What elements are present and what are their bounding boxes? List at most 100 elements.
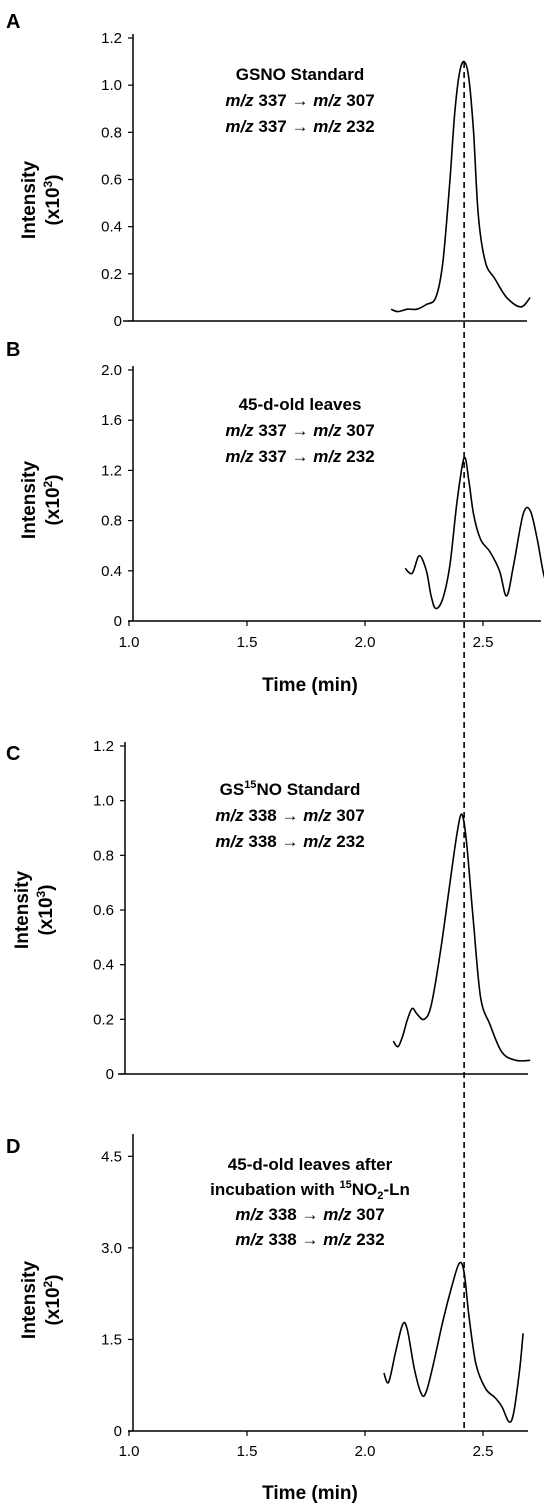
y-tick-label: 0 — [114, 313, 122, 330]
annotation-run: m/z — [235, 1230, 264, 1249]
y-axis-title: Intensity (x102) — [19, 461, 64, 540]
y-tick-label: 0.8 — [101, 124, 122, 141]
x-axis-title: Time (min) — [262, 1483, 358, 1504]
x-tick-label: 1.0 — [119, 1443, 140, 1460]
y-tick-label: 1.0 — [101, 77, 122, 94]
y-axis-title-unit: (x10 — [43, 1287, 64, 1325]
x-tick-label: 1.0 — [119, 634, 140, 651]
y-axis-title: Intensity (x103) — [12, 871, 57, 950]
x-axis-title: Time (min) — [262, 675, 358, 696]
annotation-run: GSNO Standard — [236, 65, 364, 84]
y-tick-label: 1.0 — [93, 793, 114, 810]
annotation-run: 232 — [352, 1230, 385, 1249]
series-line — [383, 1261, 524, 1423]
panel-letter: D — [6, 1136, 20, 1158]
annotation-run: m/z — [235, 1205, 264, 1224]
series-line — [390, 60, 531, 313]
panel-a: A 0 0.2 0.4 0.6 0.8 1.0 1.2 Intensity (x103) GSNO … — [6, 11, 531, 330]
annotation-line: m/z 338 → m/z 232 — [235, 1230, 384, 1249]
annotation-run: m/z — [313, 91, 342, 110]
x-tick-label: 2.0 — [355, 1443, 376, 1460]
y-tick-label: 0.4 — [101, 563, 122, 580]
annotation-run: 337 — [254, 117, 292, 136]
annotation-run: → — [291, 421, 313, 440]
annotation-run: → — [291, 91, 313, 110]
annotation-run: → — [291, 447, 313, 466]
y-tick-label: 1.6 — [101, 412, 122, 429]
annotation-run: m/z — [303, 832, 332, 851]
y-axis-title-close: ) — [43, 474, 64, 480]
annotation-run: m/z — [225, 117, 254, 136]
annotation-run: → — [281, 806, 303, 825]
y-axis-title-line1: Intensity — [19, 161, 40, 240]
y-axis-title-exponent: 2 — [41, 480, 55, 487]
annotation-run: 307 — [342, 91, 375, 110]
annotation-run: 232 — [342, 117, 375, 136]
annotation-line: m/z 337 → m/z 232 — [225, 447, 374, 466]
annotation-line: m/z 338 → m/z 307 — [215, 806, 364, 825]
annotation-run: 45-d-old leaves after — [228, 1155, 393, 1174]
series-line — [392, 813, 531, 1062]
y-tick-label: 0.8 — [93, 847, 114, 864]
annotation-line: 45-d-old leaves — [239, 395, 362, 414]
y-axis-title-exponent: 3 — [41, 180, 55, 187]
x-tick-label: 2.0 — [355, 634, 376, 651]
annotation-line: m/z 338 → m/z 232 — [215, 832, 364, 851]
y-axis-title-line1: Intensity — [12, 871, 33, 950]
annotation-run: 337 — [254, 91, 292, 110]
annotation-line: GS15 NO Standard — [220, 779, 361, 799]
y-tick-label: 2.0 — [101, 362, 122, 379]
annotation-line: incubation with 15 NO2 -Ln — [210, 1179, 410, 1202]
annotation-run: m/z — [303, 806, 332, 825]
annotation-run: NO Standard — [256, 780, 360, 799]
annotation-run: 338 — [244, 832, 282, 851]
y-axis-title-unit: (x10 — [43, 487, 64, 525]
x-tick-label: 2.5 — [473, 1443, 494, 1460]
annotation-run: m/z — [313, 447, 342, 466]
y-axis-title-exponent: 3 — [34, 890, 48, 897]
y-tick-label: 0.6 — [101, 172, 122, 189]
annotation-run: m/z — [323, 1230, 352, 1249]
y-tick-label: 4.5 — [101, 1148, 122, 1165]
annotation-line: m/z 337 → m/z 307 — [225, 421, 374, 440]
x-tick-label: 2.5 — [473, 634, 494, 651]
annotation-run: 337 — [254, 447, 292, 466]
panel-c: C 0 0.2 0.4 0.6 0.8 1.0 1.2 Intensity (x103) GS15 … — [6, 738, 531, 1083]
annotation-run: m/z — [225, 447, 254, 466]
annotation-line: m/z 338 → m/z 307 — [235, 1205, 384, 1224]
annotation-run: m/z — [225, 421, 254, 440]
annotation-run: incubation with — [210, 1180, 339, 1199]
y-tick-label: 0.4 — [93, 957, 114, 974]
y-axis-title-line1: Intensity — [19, 1261, 40, 1340]
y-tick-label: 0.6 — [93, 902, 114, 919]
panel-letter: C — [6, 743, 20, 765]
annotation-run: m/z — [313, 421, 342, 440]
y-tick-label: 3.0 — [101, 1240, 122, 1257]
annotation-run: m/z — [215, 832, 244, 851]
annotation-run: m/z — [313, 117, 342, 136]
y-axis-title-unit: (x10 — [36, 897, 57, 935]
annotation-run: -Ln — [383, 1180, 409, 1199]
annotation-run: m/z — [215, 806, 244, 825]
annotation-line: m/z 337 → m/z 232 — [225, 117, 374, 136]
y-tick-label: 1.2 — [93, 738, 114, 755]
panel-letter: B — [6, 339, 20, 361]
annotation-line: m/z 337 → m/z 307 — [225, 91, 374, 110]
y-tick-label: 0 — [106, 1066, 114, 1083]
y-tick-label: 0 — [114, 1423, 122, 1440]
y-axis-title-close: ) — [36, 884, 57, 890]
y-tick-label: 0.4 — [101, 219, 122, 236]
annotation-run: → — [301, 1205, 323, 1224]
annotation-run: 307 — [342, 421, 375, 440]
annotation-run: GS — [220, 780, 245, 799]
annotation-run: 337 — [254, 421, 292, 440]
annotation-run: 15 — [244, 779, 256, 791]
y-tick-label: 1.2 — [101, 30, 122, 47]
y-axis-title: Intensity (x103) — [19, 161, 64, 240]
y-tick-label: 0.2 — [93, 1011, 114, 1028]
annotation-line: 45-d-old leaves after — [228, 1155, 393, 1174]
annotation-run: 15 — [340, 1179, 352, 1191]
y-tick-label: 1.2 — [101, 462, 122, 479]
x-tick-label: 1.5 — [237, 634, 258, 651]
x-tick-label: 1.5 — [237, 1443, 258, 1460]
